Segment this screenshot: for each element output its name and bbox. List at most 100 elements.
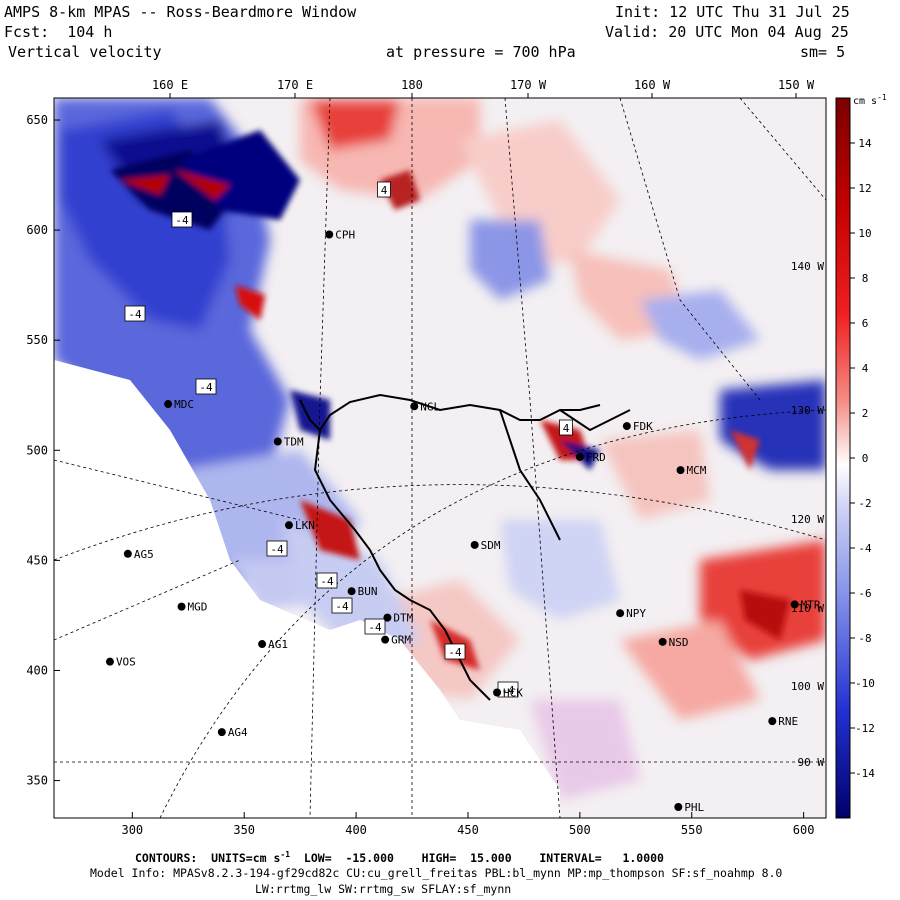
contour-label: -4 — [448, 646, 462, 659]
y-tick-label: 500 — [26, 443, 48, 457]
station-dot — [768, 717, 777, 726]
station-dot — [622, 422, 631, 431]
valid-time: Valid: 20 UTC Mon 04 Aug 25 — [605, 23, 849, 41]
contour-label: -4 — [501, 684, 515, 697]
station-dot — [383, 613, 392, 622]
map-field — [54, 98, 826, 818]
station-dot — [123, 549, 132, 558]
contour-units: UNITS=cm s-1 — [211, 850, 291, 865]
contour-label: -4 — [175, 214, 189, 227]
station-markers: CPH MDC NGL FDK FRD MCM TDM LKN AG5 SDM BUN MGD DTM N… — [105, 229, 821, 814]
station-dot — [273, 437, 282, 446]
y-tick-label: 600 — [26, 223, 48, 237]
right-lon-label: 110 W — [791, 602, 824, 615]
colorbar-tick-label: 6 — [862, 317, 869, 330]
x-tick-label: 350 — [233, 823, 255, 837]
station-label: PHL — [684, 801, 704, 814]
station-label: DTM — [393, 612, 413, 625]
map-title: AMPS 8-km MPAS -- Ross-Beardmore Window — [4, 3, 357, 21]
station-dot — [493, 688, 502, 697]
station-dot — [347, 587, 356, 596]
station-dot — [164, 400, 173, 409]
colorbar-tick-label: 2 — [862, 407, 869, 420]
contour-label-box — [266, 540, 288, 557]
contour-low: LOW= -15.000 — [303, 850, 394, 865]
colorbar-tick-label: -8 — [858, 632, 871, 645]
station-label: NPY — [626, 607, 646, 620]
top-lon-label: 160 E — [152, 78, 188, 92]
station-label: AG1 — [268, 638, 288, 651]
colorbar-tick-label: 14 — [858, 137, 872, 150]
station-label: CPH — [335, 229, 355, 242]
physics-info: LW:rrtmg_lw SW:rrtmg_sw SFLAY:sf_mynn — [255, 882, 512, 896]
x-tick-label: 500 — [569, 823, 591, 837]
station-label: HCK — [503, 686, 523, 699]
station-label: VOS — [116, 656, 136, 669]
x-axis-ticks: 300 350 400 450 500 550 600 — [121, 812, 814, 837]
station-label: AG5 — [134, 548, 154, 561]
station-label: FDK — [633, 420, 653, 433]
colorbar-tick-label: -4 — [858, 542, 872, 555]
right-lon-labels: 140 W 130 W 120 W 110 W 100 W 90 W — [791, 260, 824, 769]
top-lon-ticks: 160 E 170 E 180 170 W 160 W 150 W — [152, 78, 815, 98]
x-tick-label: 300 — [121, 823, 143, 837]
station-dot — [790, 600, 799, 609]
station-label: BUN — [358, 585, 378, 598]
contour-label-box — [124, 305, 146, 322]
colorbar-tick-label: -14 — [855, 767, 875, 780]
pressure-label: at pressure = — [386, 43, 504, 61]
contour-label: -4 — [128, 308, 142, 321]
contour-label-box — [331, 597, 353, 614]
contour-label: -4 — [270, 543, 284, 556]
pressure-level: at pressure = 700 hPa — [386, 44, 576, 60]
contour-label-box — [559, 419, 573, 436]
x-tick-label: 600 — [793, 823, 815, 837]
contour-info: CONTOURS: UNITS=cm s-1 LOW= -15.000 HIGH… — [135, 850, 664, 865]
forecast-hour: Fcst: 104 h — [4, 24, 112, 40]
station-dot — [616, 609, 625, 618]
colorbar-tick-label: 8 — [862, 272, 869, 285]
station-label: MTR — [801, 598, 821, 611]
colorbar-tick-label: 10 — [858, 227, 871, 240]
station-dot — [676, 466, 685, 475]
colorbar-tick-label: 0 — [862, 452, 869, 465]
y-tick-label: 450 — [26, 553, 48, 567]
contour-label: 4 — [563, 422, 570, 435]
colorbar-ticks: 14 12 10 8 6 4 2 0 -2 -4 -6 -8 -10 -12 -14 — [850, 137, 875, 780]
contour-label-box — [444, 643, 466, 660]
colorbar-tick-label: 12 — [858, 182, 871, 195]
colorbar — [835, 97, 851, 819]
mountain-wave-cells — [110, 130, 790, 670]
station-label: NGL — [420, 400, 440, 413]
station-dot — [470, 540, 479, 549]
contour-label: -4 — [335, 600, 349, 613]
right-lon-label: 90 W — [798, 756, 825, 769]
contour-label-box — [364, 618, 386, 635]
contour-labels: 44-4-4-4-4-4-4-4-4-4 — [124, 181, 573, 698]
station-dot — [217, 728, 226, 737]
contour-high: HIGH= 15.000 — [421, 850, 512, 865]
contour-label: -4 — [320, 575, 334, 588]
top-lon-label: 180 — [401, 78, 423, 92]
y-tick-label: 650 — [26, 113, 48, 127]
station-dot — [258, 640, 267, 649]
station-dot — [674, 802, 683, 811]
station-dot — [410, 402, 419, 411]
model-info: Model Info: MPASv8.2.3-194-gf29cd82c CU:… — [90, 866, 783, 880]
station-label: MGD — [188, 601, 208, 614]
station-label: SDM — [481, 539, 501, 552]
contour-label-box — [316, 572, 338, 589]
contour-label-box — [171, 211, 193, 228]
station-label: NSD — [669, 636, 689, 649]
station-label: AG4 — [228, 726, 248, 739]
contour-label: -4 — [368, 621, 382, 634]
contour-label: -4 — [199, 381, 213, 394]
top-lon-label: 170 W — [510, 78, 547, 92]
x-tick-label: 450 — [457, 823, 479, 837]
contour-label-box — [377, 181, 391, 198]
contours-label: CONTOURS: — [135, 850, 198, 865]
top-lon-label: 170 E — [277, 78, 313, 92]
y-tick-label: 350 — [26, 774, 48, 788]
x-tick-label: 550 — [681, 823, 703, 837]
coastline — [299, 393, 631, 701]
